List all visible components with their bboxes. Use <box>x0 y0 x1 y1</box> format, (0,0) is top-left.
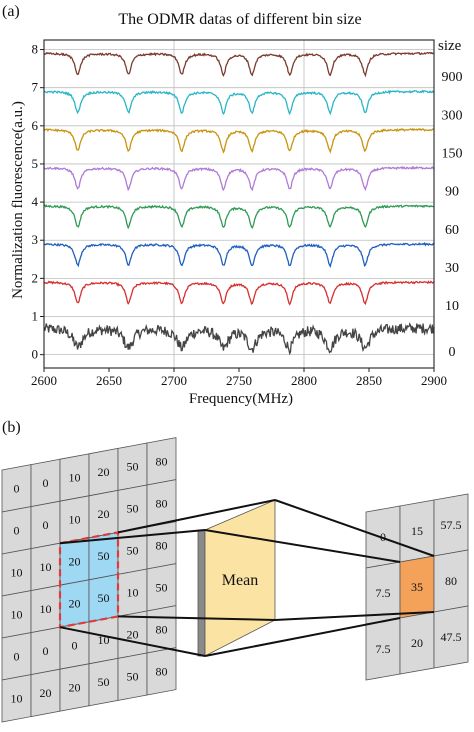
input-cell-value: 50 <box>127 670 139 684</box>
plot-frame <box>43 39 435 369</box>
input-cell-value: 20 <box>127 628 139 642</box>
series-label-size-900: 900 <box>442 70 463 85</box>
input-cell-value: 0 <box>14 649 20 663</box>
connector-line <box>204 617 401 657</box>
series-label-size-0: 0 <box>449 345 456 360</box>
y-tick-label: 6 <box>32 118 39 133</box>
panel-label-a: (a) <box>2 3 20 20</box>
input-cell-value: 50 <box>127 502 139 516</box>
input-cell-value: 50 <box>127 460 139 474</box>
input-cell-value: 20 <box>40 686 52 700</box>
output-cell-value: 15 <box>411 524 423 538</box>
input-cell-value: 0 <box>14 481 20 495</box>
input-cell-value: 50 <box>127 544 139 558</box>
input-cell-value: 10 <box>11 607 23 621</box>
y-tick-label: 4 <box>32 194 39 209</box>
output-cell <box>433 605 469 669</box>
series-line-size-60 <box>43 204 435 230</box>
y-tick-label: 7 <box>32 80 39 95</box>
x-tick-label: 2650 <box>96 373 122 388</box>
output-cell-value: 7.5 <box>376 586 391 600</box>
mean-block-edge <box>197 529 206 657</box>
series-label-size-150: 150 <box>442 147 463 162</box>
input-cell-value: 80 <box>156 538 168 552</box>
output-cell-value: 80 <box>445 574 457 588</box>
output-cell-value: 7.5 <box>376 642 391 656</box>
y-tick-label: 2 <box>32 270 39 285</box>
input-cell-value: 20 <box>69 555 81 569</box>
chart-title: The ODMR datas of different bin size <box>118 11 361 28</box>
connector-line <box>117 499 276 534</box>
input-cell-value: 50 <box>98 591 110 605</box>
connector-line <box>274 611 435 621</box>
connector-line <box>117 615 276 621</box>
x-tick-label: 2900 <box>421 373 447 388</box>
input-cell-value: 0 <box>43 518 49 532</box>
mean-label: Mean <box>222 572 258 589</box>
input-cell-value: 0 <box>43 644 49 658</box>
x-tick-label: 2700 <box>161 373 187 388</box>
input-cell-value: 20 <box>69 681 81 695</box>
input-cell <box>146 647 177 696</box>
input-cell-value: 80 <box>156 664 168 678</box>
series-line-size-300 <box>43 89 435 116</box>
connector-line <box>204 529 401 563</box>
series-label-size-90: 90 <box>445 185 459 200</box>
series-label-size-10: 10 <box>445 299 459 314</box>
x-tick-label: 2750 <box>226 373 252 388</box>
input-cell-value: 10 <box>69 471 81 485</box>
output-cell-value: 47.5 <box>441 630 462 644</box>
connector-line <box>274 499 435 557</box>
input-cell-value: 10 <box>69 513 81 527</box>
output-cell-value: 20 <box>411 636 423 650</box>
input-cell-value: 80 <box>156 496 168 510</box>
x-tick-label: 2800 <box>291 373 317 388</box>
input-cell-value: 10 <box>127 586 139 600</box>
series-line-size-90 <box>43 165 435 192</box>
x-axis-label: Frequency(MHz) <box>189 391 293 407</box>
input-cell-value: 50 <box>98 549 110 563</box>
connector-line <box>59 626 206 657</box>
x-tick-label: 2600 <box>31 373 57 388</box>
series-label-size-60: 60 <box>445 223 459 238</box>
series-line-size-30 <box>44 241 435 268</box>
output-cell-value: 35 <box>411 580 423 594</box>
input-cell-value: 50 <box>156 580 168 594</box>
input-cell-value: 50 <box>98 675 110 689</box>
output-cell-value: 57.5 <box>441 518 462 532</box>
mean-pooling-diagram: 0 0 10 20 50 80 0 0 10 20 50 80 10 10 20 50 50 80 10 10 20 50… <box>1 437 469 723</box>
pooling-window <box>58 531 120 629</box>
connector-line <box>59 529 206 545</box>
series-line-size-150 <box>43 127 434 154</box>
input-cell-value: 0 <box>14 523 20 537</box>
input-cell-value: 20 <box>98 507 110 521</box>
y-tick-label: 8 <box>32 42 39 57</box>
input-cell-value: 0 <box>72 639 78 653</box>
series-label-size-30: 30 <box>445 261 459 276</box>
y-tick-label: 5 <box>32 156 39 171</box>
series-line-size-0 <box>43 322 435 356</box>
series-line-size-900 <box>43 51 435 78</box>
input-cell-value: 20 <box>98 465 110 479</box>
series-line-size-10 <box>43 280 435 306</box>
input-cell-value: 80 <box>156 454 168 468</box>
right-axis-label: size <box>438 38 462 54</box>
y-tick-label: 0 <box>32 347 39 362</box>
panel-label-b: (b) <box>2 419 21 436</box>
input-cell-value: 10 <box>11 565 23 579</box>
input-cell-value: 10 <box>11 691 23 705</box>
y-tick-label: 1 <box>32 309 39 324</box>
series-label-size-300: 300 <box>442 108 463 123</box>
input-cell-value: 20 <box>69 597 81 611</box>
y-tick-label: 3 <box>32 232 39 247</box>
x-tick-label: 2850 <box>356 373 382 388</box>
y-axis-label: Normalization fluorescence(a.u.) <box>10 101 26 299</box>
input-cell-value: 80 <box>156 622 168 636</box>
input-cell-value: 0 <box>43 476 49 490</box>
input-cell-value: 10 <box>40 602 52 616</box>
input-cell-value: 10 <box>40 560 52 574</box>
